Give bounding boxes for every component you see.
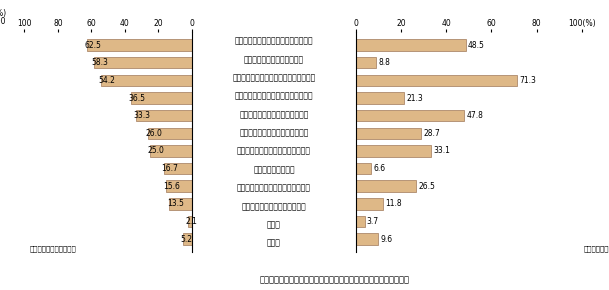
Text: 6.6: 6.6	[373, 164, 385, 173]
Text: オフショア開発非実施企業: オフショア開発非実施企業	[584, 245, 609, 252]
Text: 高い技術力を持つ人材の確保が難しい: 高い技術力を持つ人材の確保が難しい	[234, 92, 314, 101]
Bar	[356, 233, 378, 245]
Text: 58.3: 58.3	[92, 58, 108, 67]
Text: 47.8: 47.8	[466, 111, 483, 120]
Bar	[356, 180, 416, 192]
Text: (%)
100: (%) 100	[0, 9, 6, 26]
Bar	[356, 198, 383, 210]
Text: 13.5: 13.5	[167, 199, 183, 208]
Text: 71.3: 71.3	[519, 76, 536, 85]
Bar	[149, 128, 192, 139]
Bar	[356, 128, 421, 139]
Text: 2.1: 2.1	[186, 217, 198, 226]
Text: 品質に不安がある、品質管理が難しい: 品質に不安がある、品質管理が難しい	[234, 37, 314, 46]
Text: 25.0: 25.0	[147, 146, 164, 155]
Text: 現地の人件費が上昇している: 現地の人件費が上昇している	[244, 55, 304, 64]
Text: 11.8: 11.8	[385, 199, 402, 208]
Text: 62.5: 62.5	[85, 41, 102, 50]
Text: インフラの整備が不十分である: インフラの整備が不十分である	[242, 202, 306, 211]
Bar	[356, 163, 371, 174]
Text: （出典）「オフショアリングの進展とその影響に関する調査研究」: （出典）「オフショアリングの進展とその影響に関する調査研究」	[260, 275, 410, 284]
Bar	[164, 163, 192, 174]
Text: オフショア開発実施企業: オフショア開発実施企業	[29, 245, 76, 252]
Text: 33.3: 33.3	[133, 111, 150, 120]
Text: 15.6: 15.6	[163, 182, 180, 191]
Text: 26.5: 26.5	[418, 182, 435, 191]
Bar	[356, 75, 517, 86]
Text: 48.5: 48.5	[468, 41, 485, 50]
Bar	[166, 180, 192, 192]
Bar	[356, 39, 465, 51]
Text: 9.6: 9.6	[380, 235, 392, 244]
Bar	[136, 110, 192, 122]
Text: 54.2: 54.2	[99, 76, 116, 85]
Bar	[356, 92, 404, 104]
Bar	[169, 198, 192, 210]
Bar	[101, 75, 192, 86]
Bar	[356, 57, 376, 68]
Text: 情報セキュリティ等に不安がある: 情報セキュリティ等に不安がある	[239, 110, 309, 119]
Text: 無回答: 無回答	[267, 239, 281, 248]
Bar	[94, 57, 192, 68]
Bar	[356, 110, 464, 122]
Bar	[188, 216, 192, 227]
Text: その他: その他	[267, 220, 281, 229]
Text: 5.2: 5.2	[181, 235, 192, 244]
Text: 33.1: 33.1	[433, 146, 450, 155]
Text: 21.3: 21.3	[407, 93, 423, 103]
Text: 知的財産権等の保護に不安がある: 知的財産権等の保護に不安がある	[239, 128, 309, 137]
Text: 為替リスクが大きい: 為替リスクが大きい	[253, 165, 295, 174]
Bar	[183, 233, 192, 245]
Text: 8.8: 8.8	[378, 58, 390, 67]
Bar	[356, 145, 431, 157]
Text: 言語問題でコミュニケーションが難しい: 言語問題でコミュニケーションが難しい	[233, 73, 315, 82]
Text: 社内に技術等の蓄積が行えなくなる: 社内に技術等の蓄積が行えなくなる	[237, 147, 311, 156]
Bar	[150, 145, 192, 157]
Text: 16.7: 16.7	[161, 164, 178, 173]
Text: 3.7: 3.7	[367, 217, 379, 226]
Text: 28.7: 28.7	[423, 129, 440, 138]
Text: 36.5: 36.5	[128, 93, 145, 103]
Text: 契約後の仕様変更等に対応できない: 契約後の仕様変更等に対応できない	[237, 184, 311, 193]
Text: 26.0: 26.0	[146, 129, 163, 138]
Bar	[131, 92, 192, 104]
Bar	[356, 216, 365, 227]
Bar	[87, 39, 192, 51]
